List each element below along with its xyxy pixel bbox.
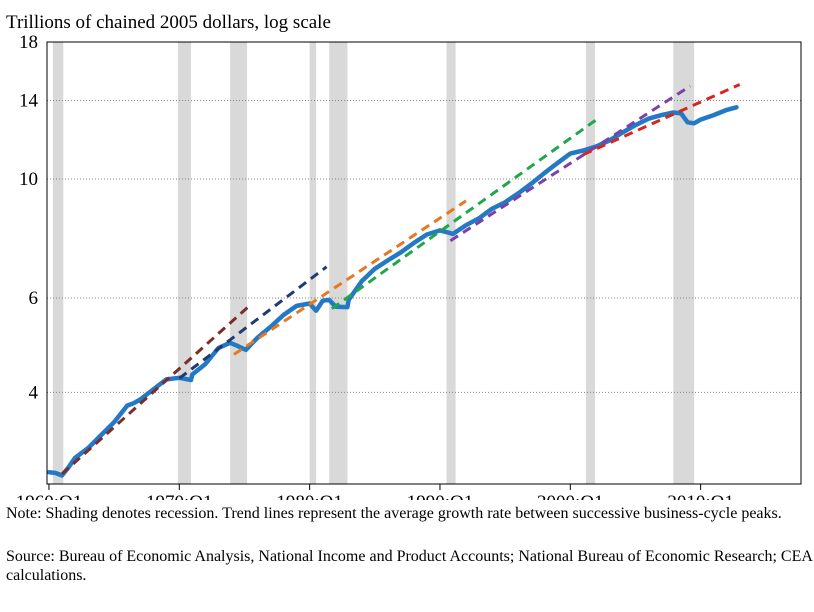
recession-band bbox=[446, 42, 456, 484]
chart: Trillions of chained 2005 dollars, log s… bbox=[6, 12, 802, 500]
y-axis-label: Trillions of chained 2005 dollars, log s… bbox=[6, 12, 331, 33]
trend-line bbox=[330, 116, 600, 310]
note: Note: Shading denotes recession. Trend l… bbox=[6, 505, 782, 522]
recession-band bbox=[585, 42, 596, 484]
recession-band bbox=[309, 42, 317, 484]
x-tick-label: 1970:Q1 bbox=[146, 492, 213, 500]
trend-line bbox=[233, 199, 467, 356]
plot-frame bbox=[46, 41, 802, 485]
y-tick-label: 14 bbox=[19, 91, 39, 112]
recession-band bbox=[230, 42, 248, 484]
trend-line bbox=[178, 265, 328, 380]
data-line bbox=[46, 105, 739, 478]
recession-band bbox=[52, 42, 64, 484]
y-tick-label: 4 bbox=[29, 382, 39, 403]
recession-band bbox=[329, 42, 348, 484]
source: Source: Bureau of Economic Analysis, Nat… bbox=[6, 548, 813, 584]
x-tick-label: 1990:Q1 bbox=[407, 492, 474, 500]
trend-line bbox=[449, 84, 692, 242]
y-tick-label: 6 bbox=[29, 288, 39, 309]
x-tick-label: 1980:Q1 bbox=[276, 492, 343, 500]
x-tick-label: 2000:Q1 bbox=[537, 492, 604, 500]
recession-band bbox=[673, 42, 695, 484]
x-tick-label: 2010:Q1 bbox=[667, 492, 734, 500]
y-tick-label: 18 bbox=[19, 32, 38, 53]
x-tick-label: 1960:Q1 bbox=[16, 492, 83, 500]
trend-line bbox=[582, 83, 741, 156]
y-tick-label: 10 bbox=[19, 169, 38, 190]
recession-band bbox=[177, 42, 192, 484]
trend-line bbox=[60, 305, 250, 476]
